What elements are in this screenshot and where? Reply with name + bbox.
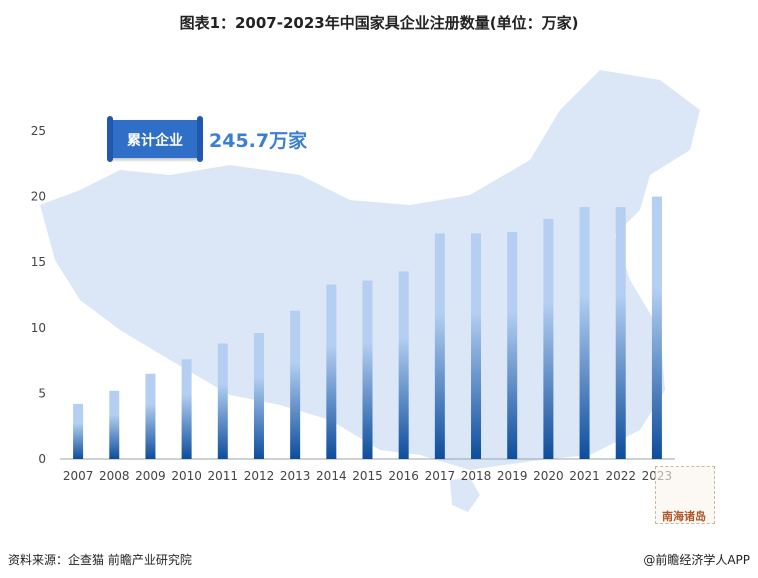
bar-2022 [615,207,626,459]
badge-scroll-left [107,116,113,162]
x-tick-label: 2019 [497,469,528,483]
bar-2008 [109,390,120,459]
bar-2017 [434,233,445,459]
x-tick-label: 2009 [135,469,166,483]
cumulative-badge: 累计企业 [107,116,203,162]
x-tick-label: 2013 [280,469,311,483]
bar-2013 [290,310,301,459]
bar-2020 [543,218,554,459]
y-tick-label: 0 [38,452,46,466]
bar-2009 [145,373,156,459]
bar-2007 [73,403,84,459]
badge-label: 累计企业 [127,133,183,149]
x-tick-label: 2020 [533,469,564,483]
x-tick-label: 2015 [352,469,383,483]
bar-2016 [398,271,409,459]
x-tick-label: 2014 [316,469,347,483]
x-tick-label: 2007 [63,469,94,483]
x-tick-label: 2011 [208,469,239,483]
x-tick-label: 2010 [171,469,202,483]
y-tick-label: 15 [31,255,46,269]
x-tick-label: 2022 [605,469,636,483]
x-tick-label: 2017 [425,469,456,483]
south-china-sea-inset [655,466,715,524]
y-tick-label: 5 [38,386,46,400]
bar-2015 [362,280,373,459]
y-tick-label: 20 [31,190,46,204]
china-map-background [40,70,700,512]
brand-note: @前瞻经济学人APP [643,553,750,567]
bar-2021 [579,207,590,459]
cumulative-total: 245.7万家 [209,130,308,152]
bar-2023 [651,196,662,459]
x-tick-label: 2016 [388,469,419,483]
source-note: 资料来源：企查猫 前瞻产业研究院 [8,553,192,567]
chart-title: 图表1：2007-2023年中国家具企业注册数量(单位：万家) [179,14,579,32]
badge-scroll-right [197,116,203,162]
x-tick-label: 2012 [244,469,275,483]
bar-2012 [253,333,264,459]
x-tick-label: 2018 [461,469,492,483]
bar-2010 [181,359,192,459]
bar-2019 [507,232,518,459]
bar-2018 [471,233,482,459]
y-tick-label: 25 [31,124,46,138]
x-tick-label: 2008 [99,469,130,483]
bar-2014 [326,284,337,459]
bar-2011 [217,343,228,459]
south-china-sea-label: 南海诸岛 [662,510,706,523]
x-tick-label: 2021 [569,469,600,483]
y-tick-label: 10 [31,321,46,335]
